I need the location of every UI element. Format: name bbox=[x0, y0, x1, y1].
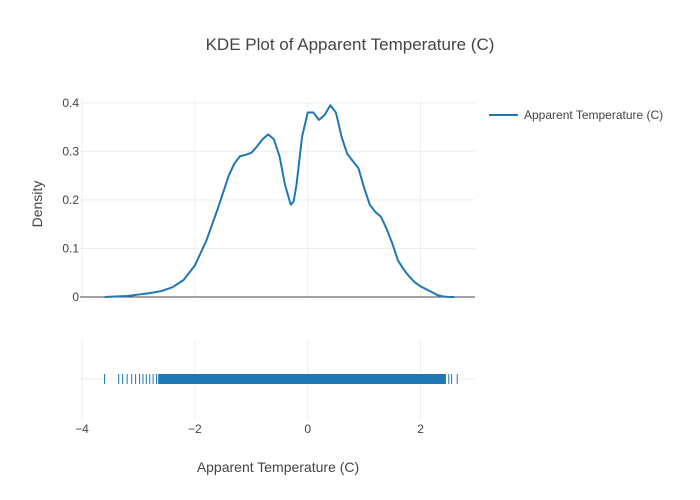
legend-item-label: Apparent Temperature (C) bbox=[524, 108, 663, 122]
y-axis-title: Density bbox=[29, 181, 45, 228]
chart-title: KDE Plot of Apparent Temperature (C) bbox=[206, 35, 495, 54]
x-tick-label: −2 bbox=[188, 422, 202, 436]
y-tick-label: 0.4 bbox=[62, 96, 79, 110]
y-tick-label: 0.1 bbox=[62, 241, 79, 255]
series-layer bbox=[104, 104, 455, 298]
kde-line bbox=[104, 104, 455, 298]
axis-layer: −4 −2 0 2 0 0.1 0.2 0.3 0.4 bbox=[62, 96, 475, 436]
y-tick-label: 0.2 bbox=[62, 193, 79, 207]
y-tick-label: 0.3 bbox=[62, 144, 79, 158]
x-tick-label: 2 bbox=[417, 422, 424, 436]
legend[interactable]: Apparent Temperature (C) bbox=[489, 108, 663, 122]
x-tick-label: 0 bbox=[304, 422, 311, 436]
x-axis-title: Apparent Temperature (C) bbox=[197, 459, 359, 475]
y-tick-label: 0 bbox=[72, 290, 79, 304]
x-tick-label: −4 bbox=[75, 422, 89, 436]
grid-layer bbox=[80, 98, 475, 420]
rug-layer bbox=[104, 374, 458, 384]
rug-dense-band bbox=[158, 374, 446, 384]
